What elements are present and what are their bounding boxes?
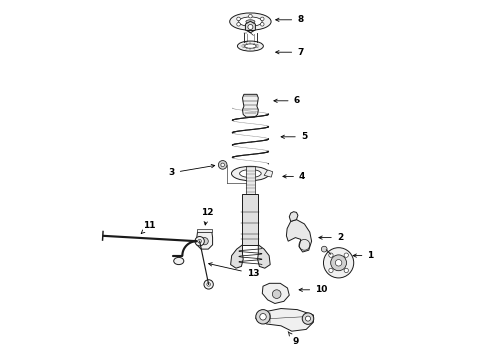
Circle shape (219, 161, 227, 169)
Ellipse shape (174, 257, 184, 265)
Ellipse shape (245, 44, 256, 48)
Ellipse shape (231, 166, 270, 181)
Circle shape (207, 283, 210, 286)
Ellipse shape (230, 13, 271, 30)
Circle shape (201, 238, 208, 245)
Ellipse shape (239, 17, 262, 26)
Bar (246, 166, 255, 194)
Circle shape (256, 310, 270, 324)
Polygon shape (243, 94, 258, 117)
Polygon shape (262, 283, 289, 303)
Circle shape (248, 14, 252, 18)
Circle shape (323, 248, 354, 278)
Polygon shape (286, 220, 312, 252)
Circle shape (261, 17, 264, 21)
Polygon shape (264, 170, 273, 177)
Circle shape (237, 17, 241, 21)
Ellipse shape (238, 41, 263, 51)
Circle shape (329, 253, 333, 257)
Text: 12: 12 (201, 208, 214, 225)
Text: 5: 5 (281, 132, 307, 141)
Circle shape (261, 23, 264, 26)
Circle shape (321, 246, 327, 252)
Circle shape (331, 255, 346, 271)
Ellipse shape (246, 20, 255, 23)
Text: 3: 3 (169, 165, 215, 177)
Circle shape (329, 268, 333, 273)
Text: 7: 7 (276, 48, 304, 57)
Text: 6: 6 (274, 96, 300, 105)
Polygon shape (231, 245, 243, 268)
Circle shape (195, 237, 204, 246)
Ellipse shape (240, 170, 261, 177)
Circle shape (344, 268, 348, 273)
Circle shape (260, 314, 266, 320)
Text: 9: 9 (288, 332, 298, 346)
Polygon shape (256, 309, 314, 331)
Circle shape (204, 280, 213, 289)
Text: 4: 4 (283, 172, 305, 181)
Circle shape (237, 22, 241, 26)
Text: 8: 8 (276, 15, 303, 24)
Text: 2: 2 (319, 233, 343, 242)
Bar (197, 229, 212, 232)
Polygon shape (258, 245, 270, 268)
Circle shape (198, 239, 201, 243)
Circle shape (221, 163, 224, 167)
Polygon shape (289, 212, 298, 221)
Circle shape (248, 25, 252, 29)
Polygon shape (197, 232, 213, 249)
Circle shape (335, 260, 342, 266)
Bar (243, 194, 258, 245)
Circle shape (344, 253, 348, 257)
Circle shape (305, 316, 311, 321)
Text: 10: 10 (299, 285, 328, 294)
Circle shape (248, 24, 253, 30)
Circle shape (302, 313, 314, 324)
Circle shape (272, 290, 281, 298)
Text: 13: 13 (209, 263, 259, 278)
Polygon shape (245, 21, 255, 33)
Text: 1: 1 (353, 251, 374, 260)
Text: 11: 11 (141, 221, 156, 233)
